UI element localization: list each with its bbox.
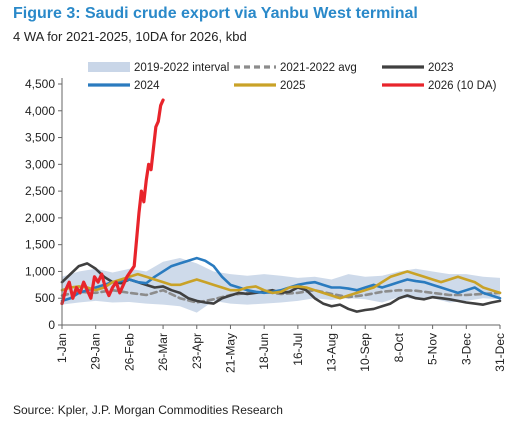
series-line-2025 bbox=[60, 270, 502, 300]
legend-swatch-band bbox=[88, 62, 130, 72]
x-tick-label: 26-Feb bbox=[122, 333, 136, 371]
y-tick-label: 2,000 bbox=[25, 211, 55, 225]
y-tick-label: 500 bbox=[35, 291, 55, 305]
series-line-2026-10-da bbox=[60, 98, 165, 306]
chart-title: Figure 3: Saudi crude export via Yanbu W… bbox=[13, 5, 418, 22]
y-tick-label: 4,500 bbox=[25, 77, 55, 91]
x-tick-label: 26-Mar bbox=[156, 333, 170, 371]
axis-layer: 0 500 1,000 1,500 2,000 2,500 3,000 3,500 4,000 4… bbox=[25, 77, 507, 373]
band-layer bbox=[62, 258, 500, 313]
x-tick-label: 23-Apr bbox=[190, 333, 204, 369]
y-tick-label: 3,000 bbox=[25, 157, 55, 171]
x-tick-label: 29-Jan bbox=[89, 333, 103, 370]
legend-label: 2023 bbox=[428, 62, 454, 74]
x-tick-label: 18-Jun bbox=[257, 333, 271, 370]
legend-label: 2019-2022 interval bbox=[134, 62, 229, 74]
x-tick-label: 21-May bbox=[223, 333, 237, 373]
x-tick-label: 3-Dec bbox=[459, 333, 473, 365]
legend-label: 2021-2022 avg bbox=[280, 62, 357, 74]
y-tick-label: 2,500 bbox=[25, 184, 55, 198]
x-tick-label: 10-Sep bbox=[358, 333, 372, 372]
x-tick-label: 16-Jul bbox=[291, 333, 305, 366]
legend: 2019-2022 interval 2021-2022 avg 2023 2024 2… bbox=[88, 62, 497, 92]
legend-label: 2025 bbox=[280, 80, 306, 92]
x-tick-label: 5-Nov bbox=[426, 333, 440, 365]
chart-subtitle: 4 WA for 2021-2025, 10DA for 2026, kbd bbox=[13, 29, 247, 44]
x-tick-label: 1-Jan bbox=[55, 333, 69, 363]
band-area bbox=[62, 258, 500, 313]
legend-label: 2026 (10 DA) bbox=[428, 80, 497, 92]
y-tick-label: 3,500 bbox=[25, 131, 55, 145]
source-note: Source: Kpler, J.P. Morgan Commodities R… bbox=[13, 403, 283, 417]
legend-label: 2024 bbox=[134, 80, 160, 92]
x-tick-label: 31-Dec bbox=[493, 333, 507, 372]
x-tick-label: 13-Aug bbox=[325, 333, 339, 372]
series-line-2024 bbox=[60, 256, 502, 303]
x-tick-label: 8-Oct bbox=[392, 332, 406, 362]
y-tick-label: 1,000 bbox=[25, 264, 55, 278]
series-layer bbox=[60, 98, 502, 313]
y-tick-label: 1,500 bbox=[25, 238, 55, 252]
y-tick-label: 0 bbox=[48, 318, 55, 332]
y-tick-label: 4,000 bbox=[25, 104, 55, 118]
